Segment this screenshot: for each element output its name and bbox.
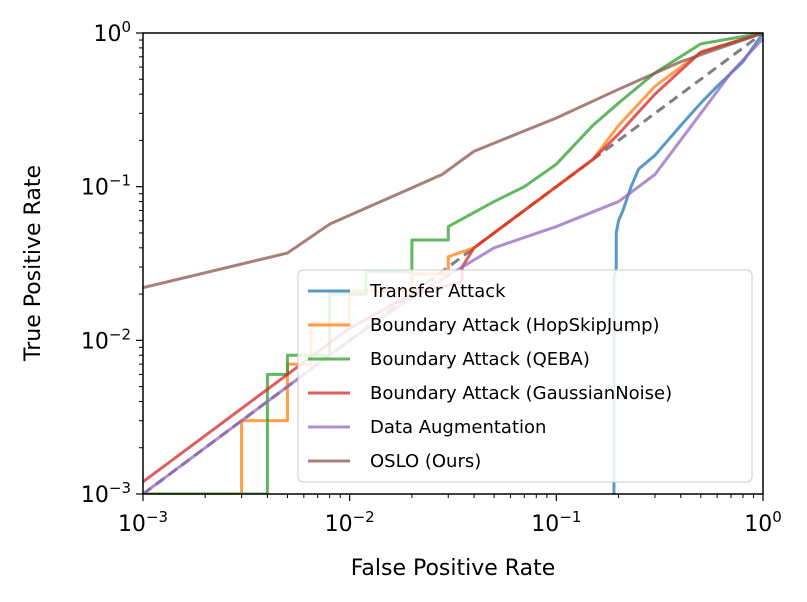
x-tick-label: 10−3 (118, 508, 168, 537)
legend-box (297, 269, 753, 483)
y-axis-label: True Positive Rate (21, 165, 46, 362)
series-line-boundary-attack-qeba (143, 33, 763, 494)
y-tick-label: 10−2 (81, 325, 131, 354)
y-tick-label: 10−1 (81, 172, 131, 201)
legend-label-transfer-attack: Transfer Attack (369, 281, 506, 302)
legend-label-boundary-attack-qeba: Boundary Attack (QEBA) (370, 349, 590, 370)
legend-label-data-augmentation: Data Augmentation (370, 417, 546, 438)
y-tick-label: 100 (93, 18, 131, 47)
x-tick-label: 100 (744, 508, 782, 537)
series-line-oslo-ours (143, 33, 763, 290)
x-axis-label: False Positive Rate (351, 556, 555, 581)
y-tick-label: 10−3 (81, 479, 131, 508)
legend-label-boundary-attack-gaussiannoise: Boundary Attack (GaussianNoise) (370, 383, 672, 404)
x-tick-label: 10−2 (325, 508, 375, 537)
legend-label-oslo-ours: OSLO (Ours) (370, 451, 481, 472)
tick-layer: 10−3 10−2 10−1 100 10−3 10−2 10−1 100 (81, 18, 782, 537)
legend-label-boundary-attack-hopskipjump: Boundary Attack (HopSkipJump) (370, 315, 660, 336)
legend: Transfer Attack Boundary Attack (HopSkipJ… (297, 269, 753, 483)
plot-frame (142, 32, 764, 495)
x-tick-label: 10−1 (531, 508, 581, 537)
